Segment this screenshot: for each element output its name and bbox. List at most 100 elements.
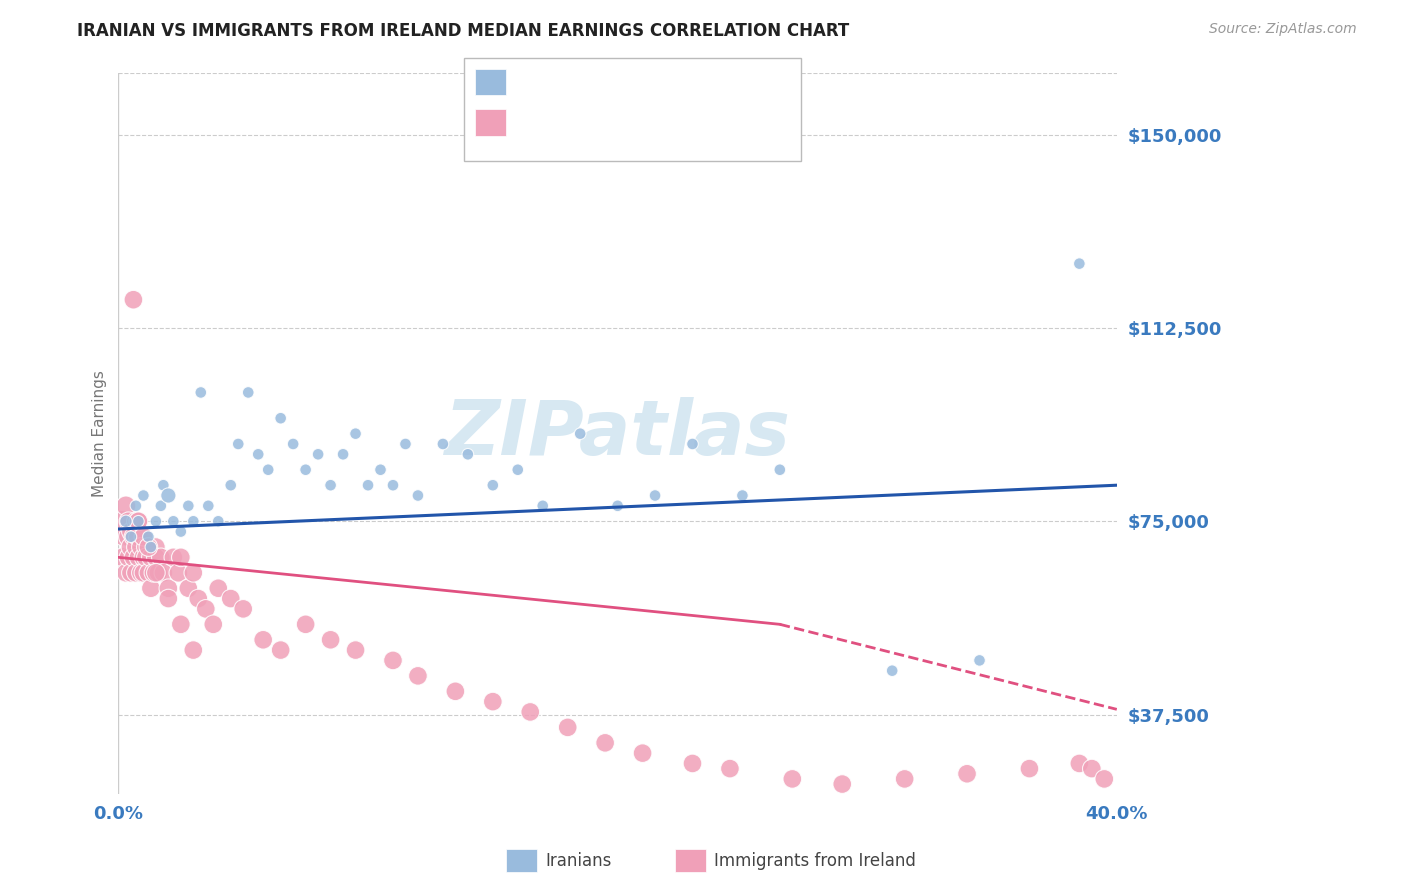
Point xyxy=(219,591,242,606)
Point xyxy=(319,478,342,492)
Point xyxy=(145,540,167,554)
Point xyxy=(1018,762,1040,776)
Point xyxy=(177,581,200,595)
Point xyxy=(145,514,167,528)
Point xyxy=(132,566,155,580)
Point xyxy=(129,540,152,554)
Point xyxy=(406,669,429,683)
Point xyxy=(769,463,792,477)
Point xyxy=(270,411,292,425)
Point xyxy=(167,566,190,580)
Point xyxy=(120,566,142,580)
Point xyxy=(482,478,505,492)
Point xyxy=(394,437,416,451)
Point xyxy=(139,540,162,554)
Point xyxy=(145,550,167,565)
Text: IRANIAN VS IMMIGRANTS FROM IRELAND MEDIAN EARNINGS CORRELATION CHART: IRANIAN VS IMMIGRANTS FROM IRELAND MEDIA… xyxy=(77,22,849,40)
Point xyxy=(644,489,666,503)
Point xyxy=(444,684,467,698)
Point xyxy=(893,772,915,786)
Point xyxy=(127,530,149,544)
Point xyxy=(125,499,148,513)
Text: N =: N = xyxy=(626,73,665,91)
Point xyxy=(148,566,170,580)
Text: 77: 77 xyxy=(658,113,683,131)
Point xyxy=(117,550,139,565)
Point xyxy=(307,447,329,461)
Point xyxy=(132,530,155,544)
Point xyxy=(145,566,167,580)
Text: 0.090: 0.090 xyxy=(548,73,605,91)
Point xyxy=(125,540,148,554)
Point xyxy=(139,550,162,565)
Point xyxy=(197,499,219,513)
Point xyxy=(969,653,991,667)
Point xyxy=(122,530,145,544)
Point xyxy=(956,766,979,780)
Point xyxy=(120,530,142,544)
Point xyxy=(177,499,200,513)
Point xyxy=(370,463,392,477)
Point xyxy=(247,447,270,461)
Point xyxy=(682,437,704,451)
Point xyxy=(135,540,157,554)
Point xyxy=(202,617,225,632)
Point xyxy=(382,478,405,492)
Text: 49: 49 xyxy=(658,73,683,91)
Point xyxy=(1092,772,1115,786)
Point xyxy=(457,447,479,461)
Point xyxy=(181,643,204,657)
Point xyxy=(125,566,148,580)
Point xyxy=(557,720,579,734)
Point xyxy=(142,566,165,580)
Point xyxy=(138,566,160,580)
Point xyxy=(270,643,292,657)
Point xyxy=(357,478,380,492)
Point xyxy=(162,514,184,528)
Point xyxy=(127,514,149,528)
Point xyxy=(122,550,145,565)
Point xyxy=(257,463,280,477)
Text: R =: R = xyxy=(517,113,557,131)
Point xyxy=(127,514,149,528)
Point xyxy=(319,632,342,647)
Y-axis label: Median Earnings: Median Earnings xyxy=(93,370,107,497)
Point xyxy=(149,499,172,513)
Point xyxy=(519,705,541,719)
Point xyxy=(170,617,193,632)
Point xyxy=(731,489,754,503)
Point xyxy=(506,463,529,477)
Point xyxy=(138,540,160,554)
Text: ZIPatlas: ZIPatlas xyxy=(444,397,790,471)
Point xyxy=(117,514,139,528)
Point xyxy=(129,566,152,580)
Point xyxy=(283,437,305,451)
Text: Immigrants from Ireland: Immigrants from Ireland xyxy=(714,852,917,870)
Point xyxy=(1069,257,1091,271)
Point xyxy=(831,777,853,791)
Point xyxy=(219,478,242,492)
Text: N =: N = xyxy=(626,113,665,131)
Point xyxy=(181,514,204,528)
Point xyxy=(117,530,139,544)
Point xyxy=(1069,756,1091,771)
Point xyxy=(569,426,592,441)
Point xyxy=(606,499,628,513)
Point xyxy=(482,695,505,709)
Point xyxy=(332,447,354,461)
Point xyxy=(162,550,184,565)
Point xyxy=(157,591,180,606)
Text: Iranians: Iranians xyxy=(546,852,612,870)
Point xyxy=(110,514,132,528)
Point xyxy=(132,550,155,565)
Point xyxy=(593,736,616,750)
Point xyxy=(226,437,249,451)
Text: Source: ZipAtlas.com: Source: ZipAtlas.com xyxy=(1209,22,1357,37)
Point xyxy=(115,514,138,528)
Point xyxy=(157,581,180,595)
Point xyxy=(238,385,260,400)
Text: -0.114: -0.114 xyxy=(548,113,613,131)
Point xyxy=(112,530,135,544)
Point xyxy=(207,581,229,595)
Point xyxy=(152,566,174,580)
